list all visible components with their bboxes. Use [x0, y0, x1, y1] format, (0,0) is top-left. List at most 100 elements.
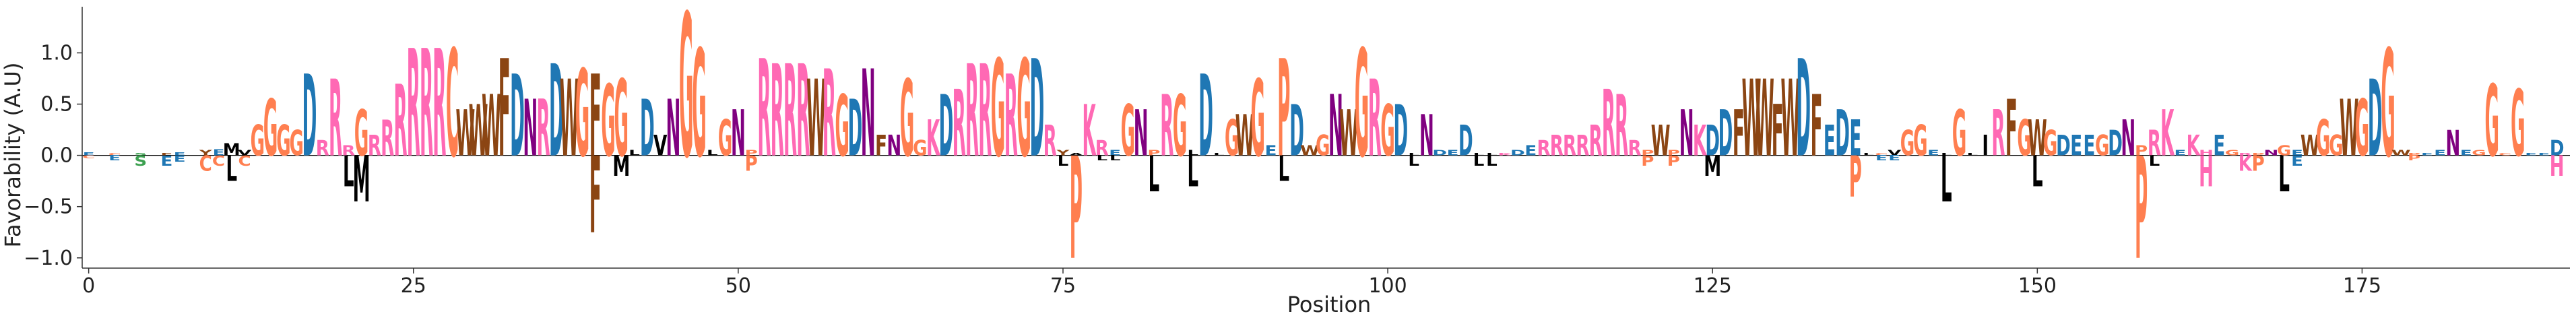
logo-letter-neg-98: L: [1408, 152, 1419, 169]
logo-letter-pos-142: I: [1982, 130, 1989, 162]
logo-letter-pos-169: G: [2329, 130, 2343, 162]
logo-letter-pos-147: G: [2043, 123, 2057, 164]
logo-letter-pos-163: P: [2252, 153, 2265, 156]
logo-letter-pos-26: W: [469, 90, 488, 172]
logo-letter-pos-107: E: [1524, 142, 1537, 159]
logo-letter-neg-3: E: [160, 152, 172, 169]
logo-letter-pos-161: G: [2225, 149, 2239, 157]
logo-letter-pos-106: D: [1510, 149, 1525, 157]
logo-letter-pos-46: N: [731, 98, 746, 171]
logo-letter-pos-111: R: [1576, 130, 1589, 162]
logo-letter-pos-165: G: [2277, 142, 2291, 159]
logo-letter-neg-6: C: [212, 152, 225, 169]
logo-letter-pos-104: L: [1486, 153, 1498, 156]
logo-letter-neg-37: M: [612, 151, 630, 183]
logo-letter-pos-122: D: [1718, 98, 1733, 171]
logo-letter-pos-125: W: [1755, 59, 1774, 181]
logo-letter-pos-185: E: [2538, 153, 2550, 156]
logo-letter-pos-65: R: [978, 38, 992, 186]
logo-letter-pos-119: N: [1679, 98, 1694, 171]
logo-letter-pos-71: Y: [1056, 149, 1070, 157]
logo-letter-pos-50: R: [783, 38, 797, 186]
logo-letter-pos-84: G: [1225, 110, 1239, 167]
logo-letter-pos-175: P: [2408, 153, 2420, 156]
logo-letter-pos-116: P: [1641, 149, 1654, 157]
logo-letter-pos-131: D: [1835, 98, 1850, 171]
logo-letter-pos-155: R: [2148, 123, 2161, 164]
logo-letter-pos-11: G: [276, 118, 290, 166]
logo-letter-pos-16: R: [342, 142, 355, 159]
logo-letter-pos-89: D: [1289, 90, 1304, 172]
logo-letter-pos-35: F: [589, 52, 602, 183]
logo-letter-pos-7: M: [223, 140, 240, 160]
logo-letter-pos-148: D: [2056, 130, 2071, 162]
y-tick-label: 0.5: [40, 93, 73, 117]
logo-letter-neg-166: E: [2291, 152, 2303, 169]
logo-letter-neg-78: L: [1149, 146, 1160, 203]
logo-letter-pos-68: G: [1017, 32, 1031, 187]
logo-letter-pos-19: R: [381, 110, 394, 167]
logo-letter-pos-153: N: [2121, 110, 2135, 167]
logo-letter-pos-41: N: [666, 84, 681, 174]
logo-letter-neg-16: L: [343, 148, 354, 197]
logo-letter-neg-121: M: [1704, 151, 1721, 183]
logo-letter-pos-18: R: [368, 130, 381, 162]
logo-letter-pos-0: E: [83, 152, 95, 156]
logo-letter-pos-132: E: [1849, 110, 1861, 167]
logo-letter-pos-184: E: [2525, 153, 2537, 156]
logo-letter-pos-170: W: [2340, 84, 2359, 174]
logo-letter-neg-139: L: [1941, 143, 1952, 217]
logo-letter-pos-32: D: [549, 38, 564, 186]
logo-letter-pos-144: F: [2005, 84, 2018, 174]
logo-letter-neg-186: H: [2550, 151, 2565, 183]
logo-letter-pos-133: L: [1863, 153, 1874, 156]
logo-letter-neg-104: L: [1486, 152, 1498, 169]
logo-letter-neg-8: C: [238, 152, 251, 169]
logo-letter-pos-54: G: [835, 78, 849, 176]
logo-letter-pos-151: G: [2095, 130, 2109, 162]
logo-letter-pos-58: N: [887, 130, 901, 162]
logo-letter-pos-75: E: [1109, 149, 1121, 157]
logo-letter-pos-6: E: [213, 148, 225, 158]
logo-letter-pos-172: D: [2368, 59, 2383, 181]
logo-letter-pos-17: G: [354, 98, 368, 171]
logo-letter-pos-115: R: [1628, 135, 1641, 160]
logo-letter-pos-179: E: [2460, 149, 2472, 157]
logo-letter-pos-27: W: [482, 78, 501, 176]
logo-letter-pos-44: L: [707, 149, 718, 157]
logo-letter-pos-12: G: [289, 123, 303, 164]
logo-letter-pos-1: C: [108, 153, 121, 156]
logo-letter-pos-97: D: [1394, 90, 1409, 172]
logo-letter-pos-38: L: [629, 149, 640, 157]
logo-letter-pos-126: F: [1772, 90, 1784, 172]
x-tick-label: 125: [1694, 274, 1732, 298]
logo-letter-pos-8: V: [238, 149, 252, 157]
logo-letter-neg-154: P: [2135, 129, 2148, 292]
logo-letter-pos-154: P: [2135, 142, 2148, 159]
x-tick-label: 100: [1368, 274, 1407, 298]
logo-letter-pos-66: G: [991, 32, 1005, 187]
logo-letter-pos-36: G: [601, 65, 615, 179]
logo-letter-neg-155: L: [2149, 152, 2160, 169]
logo-letter-pos-109: R: [1550, 130, 1564, 162]
x-tick-label: 25: [401, 274, 426, 298]
logo-letter-neg-118: P: [1667, 152, 1680, 169]
logo-letter-pos-49: R: [771, 38, 784, 186]
logo-letter-neg-74: L: [1097, 154, 1108, 162]
logo-letter-pos-166: E: [2291, 149, 2303, 157]
logo-letter-pos-150: E: [2084, 130, 2096, 162]
logo-letter-pos-81: L: [1188, 149, 1199, 157]
logo-letter-pos-70: R: [1043, 118, 1057, 166]
logo-letter-neg-165: L: [2278, 146, 2290, 203]
logo-letter-neg-132: P: [1849, 145, 1862, 210]
logo-letter-pos-141: L: [1967, 153, 1978, 156]
logo-letter-neg-72: P: [1070, 129, 1083, 292]
logo-letter-pos-39: D: [640, 84, 655, 174]
logo-letter-pos-5: Y: [198, 149, 212, 157]
logo-letter-pos-140: G: [1952, 98, 1966, 171]
logo-letter-pos-176: E: [2421, 153, 2433, 156]
logo-letter-pos-61: K: [926, 110, 940, 167]
logo-letter-pos-34: G: [575, 44, 589, 184]
logo-letter-pos-74: R: [1095, 135, 1109, 160]
